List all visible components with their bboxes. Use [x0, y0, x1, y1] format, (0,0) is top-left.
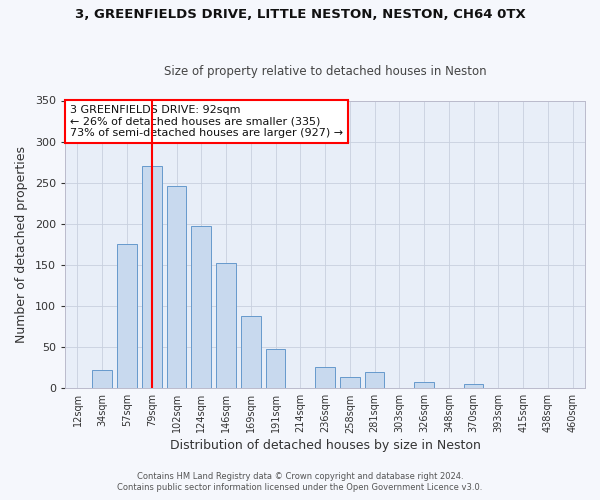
- Bar: [340, 377, 360, 388]
- Text: Contains HM Land Registry data © Crown copyright and database right 2024.
Contai: Contains HM Land Registry data © Crown c…: [118, 472, 482, 492]
- Title: Size of property relative to detached houses in Neston: Size of property relative to detached ho…: [164, 66, 487, 78]
- Y-axis label: Number of detached properties: Number of detached properties: [15, 146, 28, 343]
- Text: 3, GREENFIELDS DRIVE, LITTLE NESTON, NESTON, CH64 0TX: 3, GREENFIELDS DRIVE, LITTLE NESTON, NES…: [74, 8, 526, 20]
- Bar: [315, 367, 335, 388]
- Bar: [241, 316, 260, 388]
- Bar: [216, 262, 236, 388]
- Bar: [92, 370, 112, 388]
- Bar: [117, 244, 137, 388]
- Text: 3 GREENFIELDS DRIVE: 92sqm
← 26% of detached houses are smaller (335)
73% of sem: 3 GREENFIELDS DRIVE: 92sqm ← 26% of deta…: [70, 105, 343, 138]
- Bar: [167, 186, 187, 388]
- Bar: [414, 382, 434, 388]
- Bar: [142, 166, 161, 388]
- Bar: [191, 226, 211, 388]
- Bar: [365, 372, 385, 388]
- Bar: [266, 349, 286, 389]
- X-axis label: Distribution of detached houses by size in Neston: Distribution of detached houses by size …: [170, 440, 481, 452]
- Bar: [464, 384, 484, 388]
